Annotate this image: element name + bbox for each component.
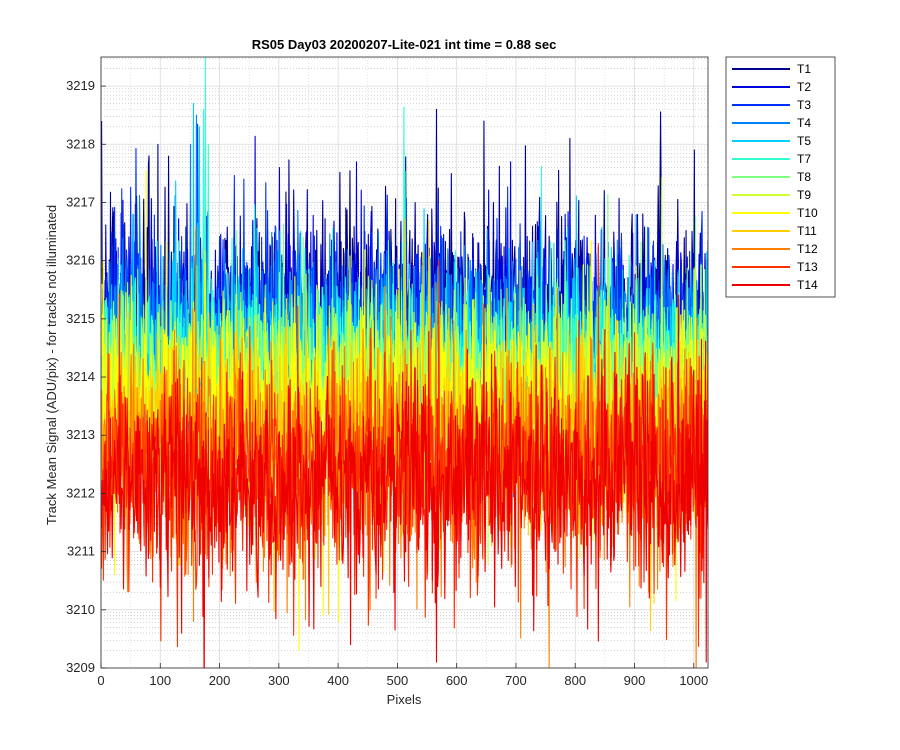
chart-title: RS05 Day03 20200207-Lite-021 int time = … [252,37,557,52]
legend: T1 T2 T3 T4 T5 T7 T8 T9 T10 T11 T12 T13 T14 [725,56,836,298]
x-tick-label: 100 [149,673,171,688]
y-tick-label: 3212 [66,485,95,500]
x-tick-label: 0 [97,673,104,688]
plot-frame [100,56,709,669]
x-tick-label: 200 [209,673,231,688]
legend-label-t14: T14 [797,278,818,292]
y-axis: 3209 3210 3211 3212 3213 3214 3215 3216 3217 3218… [66,78,106,675]
y-tick-label: 3218 [66,136,95,151]
x-tick-label: 700 [505,673,527,688]
legend-label-t1: T1 [797,62,811,76]
x-axis-label: Pixels [387,692,422,707]
x-tick-label: 800 [564,673,586,688]
legend-label-t13: T13 [797,260,818,274]
x-tick-label: 1000 [679,673,708,688]
legend-label-t7: T7 [797,152,811,166]
x-tick-label: 300 [268,673,290,688]
legend-label-t12: T12 [797,242,818,256]
y-tick-label: 3209 [66,660,95,675]
legend-label-t4: T4 [797,116,811,130]
y-tick-label: 3219 [66,78,95,93]
y-tick-label: 3217 [66,194,95,209]
legend-label-t10: T10 [797,206,818,220]
series-layer [101,57,708,668]
series-line-t14 [101,294,708,668]
y-tick-label: 3215 [66,311,95,326]
legend-label-t11: T11 [797,224,817,238]
legend-label-t9: T9 [797,188,811,202]
legend-label-t5: T5 [797,134,811,148]
y-tick-label: 3210 [66,602,95,617]
y-tick-label: 3214 [66,369,95,384]
y-tick-label: 3213 [66,427,95,442]
x-tick-label: 400 [327,673,349,688]
x-tick-label: 600 [446,673,468,688]
y-tick-label: 3216 [66,253,95,268]
legend-label-t8: T8 [797,170,811,184]
legend-label-t3: T3 [797,98,811,112]
y-tick-label: 3211 [67,544,95,559]
y-axis-label: Track Mean Signal (ADU/pix) - for tracks… [44,205,59,525]
x-tick-label: 500 [387,673,409,688]
x-axis: 0 100 200 300 400 500 600 700 800 900 1000 [97,663,708,688]
legend-label-t2: T2 [797,80,811,94]
x-tick-label: 900 [624,673,646,688]
